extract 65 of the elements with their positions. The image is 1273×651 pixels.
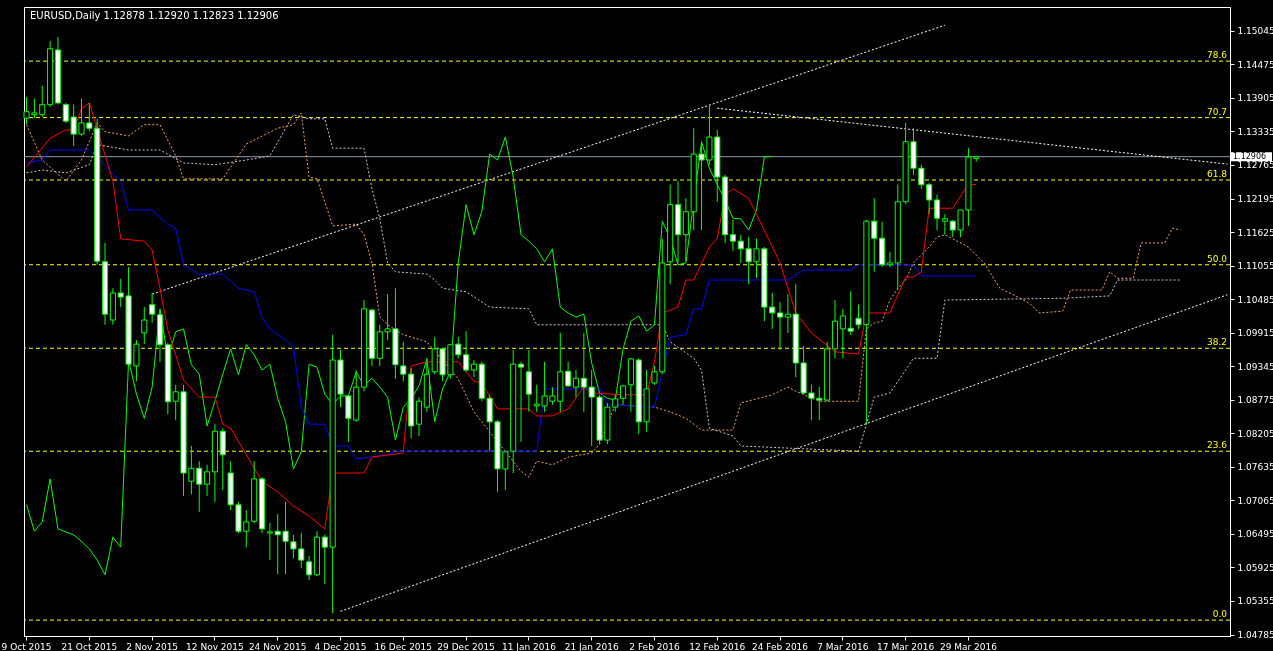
candlestick xyxy=(729,219,737,252)
y-tick-label: 1.13905 xyxy=(1237,93,1273,104)
y-tick-label: 1.08775 xyxy=(1237,395,1273,406)
candlestick xyxy=(777,301,784,351)
x-tick-label: 4 Dec 2015 xyxy=(314,641,367,651)
line-series xyxy=(26,149,977,460)
y-tick-label: 1.07065 xyxy=(1237,495,1273,506)
y-tick-label: 1.12765 xyxy=(1237,160,1273,171)
x-tick-label: 29 Dec 2015 xyxy=(437,641,495,651)
y-tick-label: 1.09915 xyxy=(1237,328,1273,339)
y-tick-label: 1.11625 xyxy=(1237,227,1273,238)
x-tick-label: 29 Mar 2016 xyxy=(939,641,998,651)
y-tick-label: 1.12195 xyxy=(1237,194,1273,205)
line-series xyxy=(26,102,977,530)
annotation: 70.7 xyxy=(1206,106,1227,117)
candlestick xyxy=(517,361,525,443)
y-tick-label: 1.15045 xyxy=(1237,26,1273,37)
x-tick-label: 17 Mar 2016 xyxy=(877,641,935,651)
candlestick xyxy=(572,369,580,398)
candlestick xyxy=(682,197,689,262)
y-tick-label: 1.05355 xyxy=(1237,596,1273,607)
annotation: 38.2 xyxy=(1206,337,1227,348)
candlestick xyxy=(886,251,893,268)
x-tick-label: 12 Nov 2015 xyxy=(186,641,244,651)
candlestick xyxy=(463,330,470,373)
y-tick-label: 1.05925 xyxy=(1237,562,1273,573)
candlestick xyxy=(219,427,226,491)
y-tick-label: 1.11055 xyxy=(1237,261,1273,272)
y-tick-label: 1.06495 xyxy=(1237,529,1273,540)
candlestick xyxy=(784,293,791,334)
candlestick xyxy=(141,306,148,345)
annotation: 61.8 xyxy=(1206,168,1228,179)
x-tick-label: 7 Mar 2016 xyxy=(817,641,869,651)
y-tick-label: 1.08205 xyxy=(1237,428,1273,439)
y-tick-label: 1.04785 xyxy=(1237,630,1273,641)
candlestick xyxy=(415,396,423,437)
x-tick-label: 21 Oct 2015 xyxy=(61,641,118,651)
annotation: 50.0 xyxy=(1206,253,1228,264)
x-tick-label: 21 Jan 2016 xyxy=(564,641,619,651)
x-tick-label: 24 Feb 2016 xyxy=(752,641,809,651)
candlestick xyxy=(470,359,477,378)
candlestick xyxy=(933,194,941,231)
x-tick-label: 9 Oct 2015 xyxy=(1,641,52,651)
y-tick-label: 1.14475 xyxy=(1237,59,1273,70)
annotation: 78.6 xyxy=(1206,50,1228,61)
x-tick-label: 2 Feb 2016 xyxy=(629,641,680,651)
y-tick-label: 1.10485 xyxy=(1237,294,1273,305)
candlestick xyxy=(565,361,572,388)
x-tick-label: 11 Jan 2016 xyxy=(501,641,557,651)
ref-line-label: 1.12906 xyxy=(1233,151,1267,161)
candlestick xyxy=(525,349,532,413)
candlestick xyxy=(266,522,273,561)
y-tick-label: 1.13335 xyxy=(1237,126,1273,137)
x-tick-label: 16 Dec 2015 xyxy=(374,641,433,651)
x-tick-label: 12 Feb 2016 xyxy=(689,641,746,651)
candlestick xyxy=(204,464,211,497)
x-tick-label: 2 Nov 2015 xyxy=(126,641,179,651)
chart-title: EURUSD,Daily 1.12878 1.12920 1.12823 1.12906 xyxy=(30,10,279,21)
y-tick-label: 1.09345 xyxy=(1237,361,1273,372)
candlestick xyxy=(306,555,313,581)
candlestick xyxy=(941,213,948,236)
x-tick-label: 24 Nov 2015 xyxy=(248,641,307,651)
annotation: 23.6 xyxy=(1206,440,1228,451)
y-tick-label: 1.07635 xyxy=(1237,462,1273,473)
annotation: 0.0 xyxy=(1212,609,1228,620)
